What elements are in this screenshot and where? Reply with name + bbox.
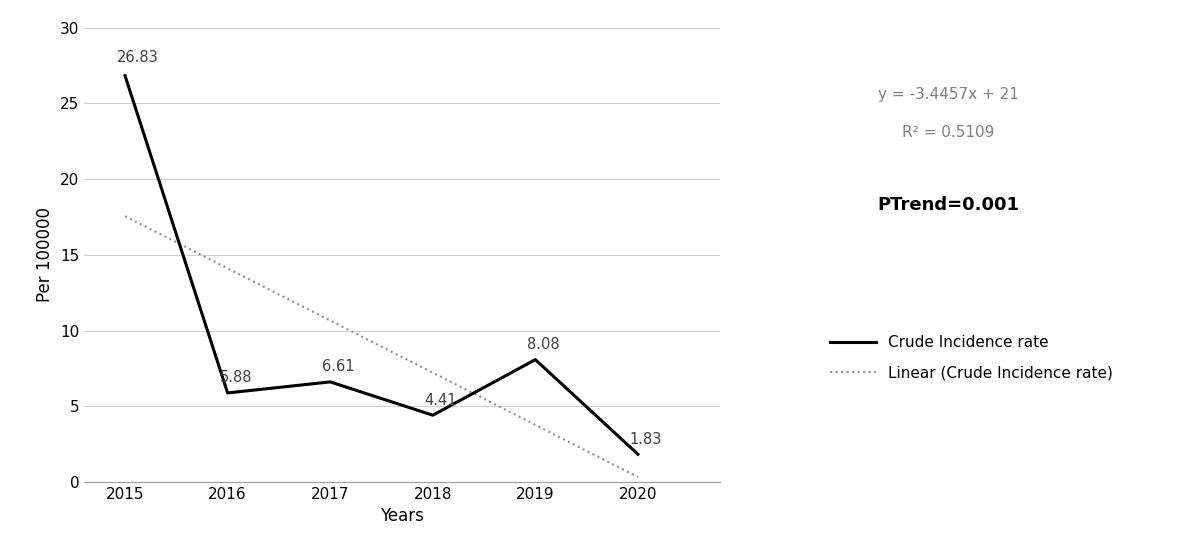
- Text: 4.41: 4.41: [425, 393, 457, 408]
- Text: 6.61: 6.61: [322, 360, 354, 375]
- Text: R² = 0.5109: R² = 0.5109: [902, 125, 994, 141]
- Text: 8.08: 8.08: [527, 337, 559, 352]
- Text: 5.88: 5.88: [220, 371, 252, 386]
- Text: y = -3.4457x + 21: y = -3.4457x + 21: [877, 86, 1019, 102]
- Text: 1.83: 1.83: [630, 432, 662, 447]
- Text: 26.83: 26.83: [116, 50, 158, 65]
- X-axis label: Years: Years: [380, 507, 424, 525]
- Y-axis label: Per 100000: Per 100000: [36, 207, 54, 302]
- Text: PTrend=0.001: PTrend=0.001: [877, 196, 1019, 214]
- Legend: Crude Incidence rate, Linear (Crude Incidence rate): Crude Incidence rate, Linear (Crude Inci…: [823, 329, 1118, 387]
